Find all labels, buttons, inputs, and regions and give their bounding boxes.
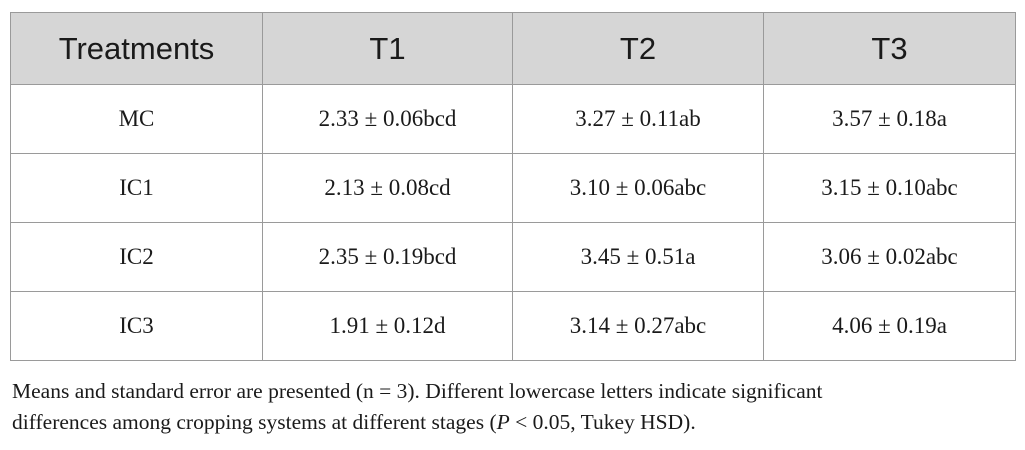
header-treatments: Treatments (10, 12, 263, 85)
table-header-row: Treatments T1 T2 T3 (10, 12, 1016, 85)
table-cell: 3.14 ± 0.27abc (512, 291, 764, 361)
table-cell: 3.06 ± 0.02abc (763, 222, 1016, 292)
footnote-line2-pre: differences among cropping systems at di… (12, 410, 497, 434)
table-cell: 3.27 ± 0.11ab (512, 84, 764, 154)
table-cell: 3.10 ± 0.06abc (512, 153, 764, 223)
table-cell: 2.33 ± 0.06bcd (262, 84, 513, 154)
row-label: IC3 (10, 291, 263, 361)
row-label: IC1 (10, 153, 263, 223)
header-t3: T3 (763, 12, 1016, 85)
footnote-p-symbol: P (496, 410, 510, 434)
row-label: IC2 (10, 222, 263, 292)
table-cell: 3.15 ± 0.10abc (763, 153, 1016, 223)
header-t1: T1 (262, 12, 513, 85)
table-cell: 1.91 ± 0.12d (262, 291, 513, 361)
table-cell: 3.57 ± 0.18a (763, 84, 1016, 154)
footnote-line1: Means and standard error are presented (… (12, 379, 823, 403)
table-cell: 2.13 ± 0.08cd (262, 153, 513, 223)
footnote-line2-post: < 0.05, Tukey HSD). (509, 410, 696, 434)
results-table: Treatments T1 T2 T3 MC 2.33 ± 0.06bcd 3.… (10, 12, 1016, 361)
table-cell: 2.35 ± 0.19bcd (262, 222, 513, 292)
results-table-container: Treatments T1 T2 T3 MC 2.33 ± 0.06bcd 3.… (10, 12, 1016, 361)
table-row: IC1 2.13 ± 0.08cd 3.10 ± 0.06abc 3.15 ± … (10, 153, 1016, 223)
table-row: IC2 2.35 ± 0.19bcd 3.45 ± 0.51a 3.06 ± 0… (10, 222, 1016, 292)
table-cell: 3.45 ± 0.51a (512, 222, 764, 292)
table-cell: 4.06 ± 0.19a (763, 291, 1016, 361)
table-row: IC3 1.91 ± 0.12d 3.14 ± 0.27abc 4.06 ± 0… (10, 291, 1016, 361)
header-t2: T2 (512, 12, 764, 85)
table-row: MC 2.33 ± 0.06bcd 3.27 ± 0.11ab 3.57 ± 0… (10, 84, 1016, 154)
table-footnote: Means and standard error are presented (… (12, 376, 1017, 438)
row-label: MC (10, 84, 263, 154)
